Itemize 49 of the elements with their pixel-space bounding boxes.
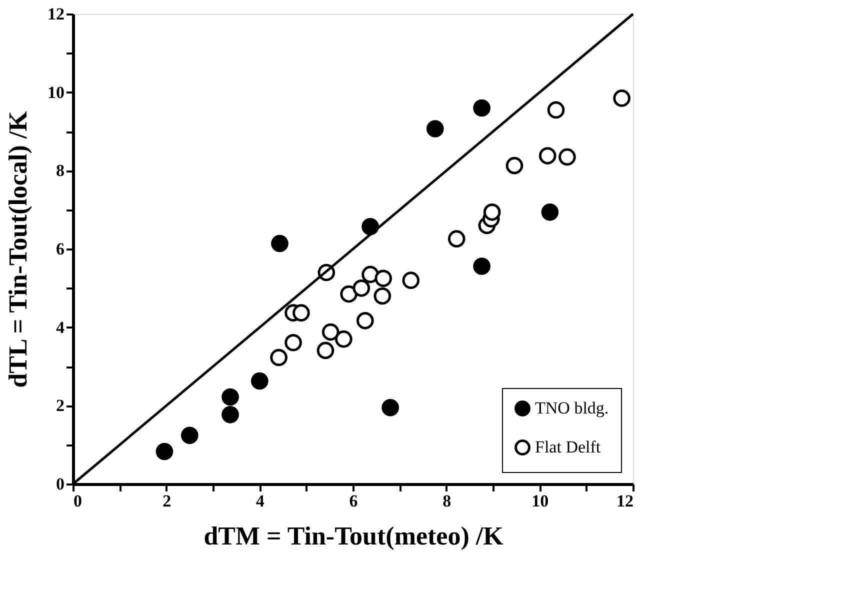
point	[316, 342, 334, 360]
y-tick-label: 8	[56, 161, 64, 180]
legend-label: TNO bldg.	[535, 398, 609, 418]
x-axis-title: dTM = Tin-Tout(meteo) /K	[204, 522, 504, 550]
point	[473, 258, 490, 275]
y-tick-label: 4	[56, 318, 65, 337]
point	[271, 234, 288, 252]
y-tick-label: 12	[48, 4, 64, 24]
point	[340, 285, 358, 303]
point	[156, 442, 174, 460]
point	[426, 120, 444, 138]
y-tick-label: 2	[56, 396, 64, 416]
point	[506, 156, 524, 174]
point	[448, 230, 466, 248]
x-tick-label: 2	[162, 492, 172, 510]
x-tick-label: 0	[74, 492, 82, 510]
point	[270, 348, 288, 366]
y-tick-label: 6	[56, 240, 64, 258]
point	[547, 101, 565, 119]
y-tick-label: 0	[56, 474, 64, 494]
point	[402, 272, 420, 289]
legend-label: Flat Delft	[535, 438, 601, 456]
point	[352, 280, 370, 297]
point	[374, 287, 392, 305]
point	[362, 266, 379, 284]
point	[613, 90, 630, 107]
point	[222, 388, 239, 406]
point	[558, 148, 576, 166]
point	[251, 372, 268, 390]
point	[284, 334, 302, 352]
point	[483, 204, 501, 221]
y-axis-title: dTL = Tin-Tout(local) /K	[4, 110, 32, 388]
y-tick-label: 10	[48, 82, 64, 102]
point	[335, 330, 352, 348]
point	[292, 304, 310, 322]
point	[322, 323, 340, 341]
x-tick-label: 6	[349, 492, 358, 510]
point	[181, 426, 198, 444]
point	[222, 406, 239, 424]
point	[541, 204, 559, 221]
x-tick-label: 8	[442, 492, 452, 510]
point	[473, 99, 490, 117]
point	[374, 270, 392, 288]
x-tick-label: 10	[532, 492, 549, 510]
x-tick-label: 4	[256, 492, 265, 510]
x-tick-label: 12	[616, 492, 634, 510]
point	[538, 147, 556, 164]
point	[356, 312, 374, 330]
point	[382, 398, 399, 416]
